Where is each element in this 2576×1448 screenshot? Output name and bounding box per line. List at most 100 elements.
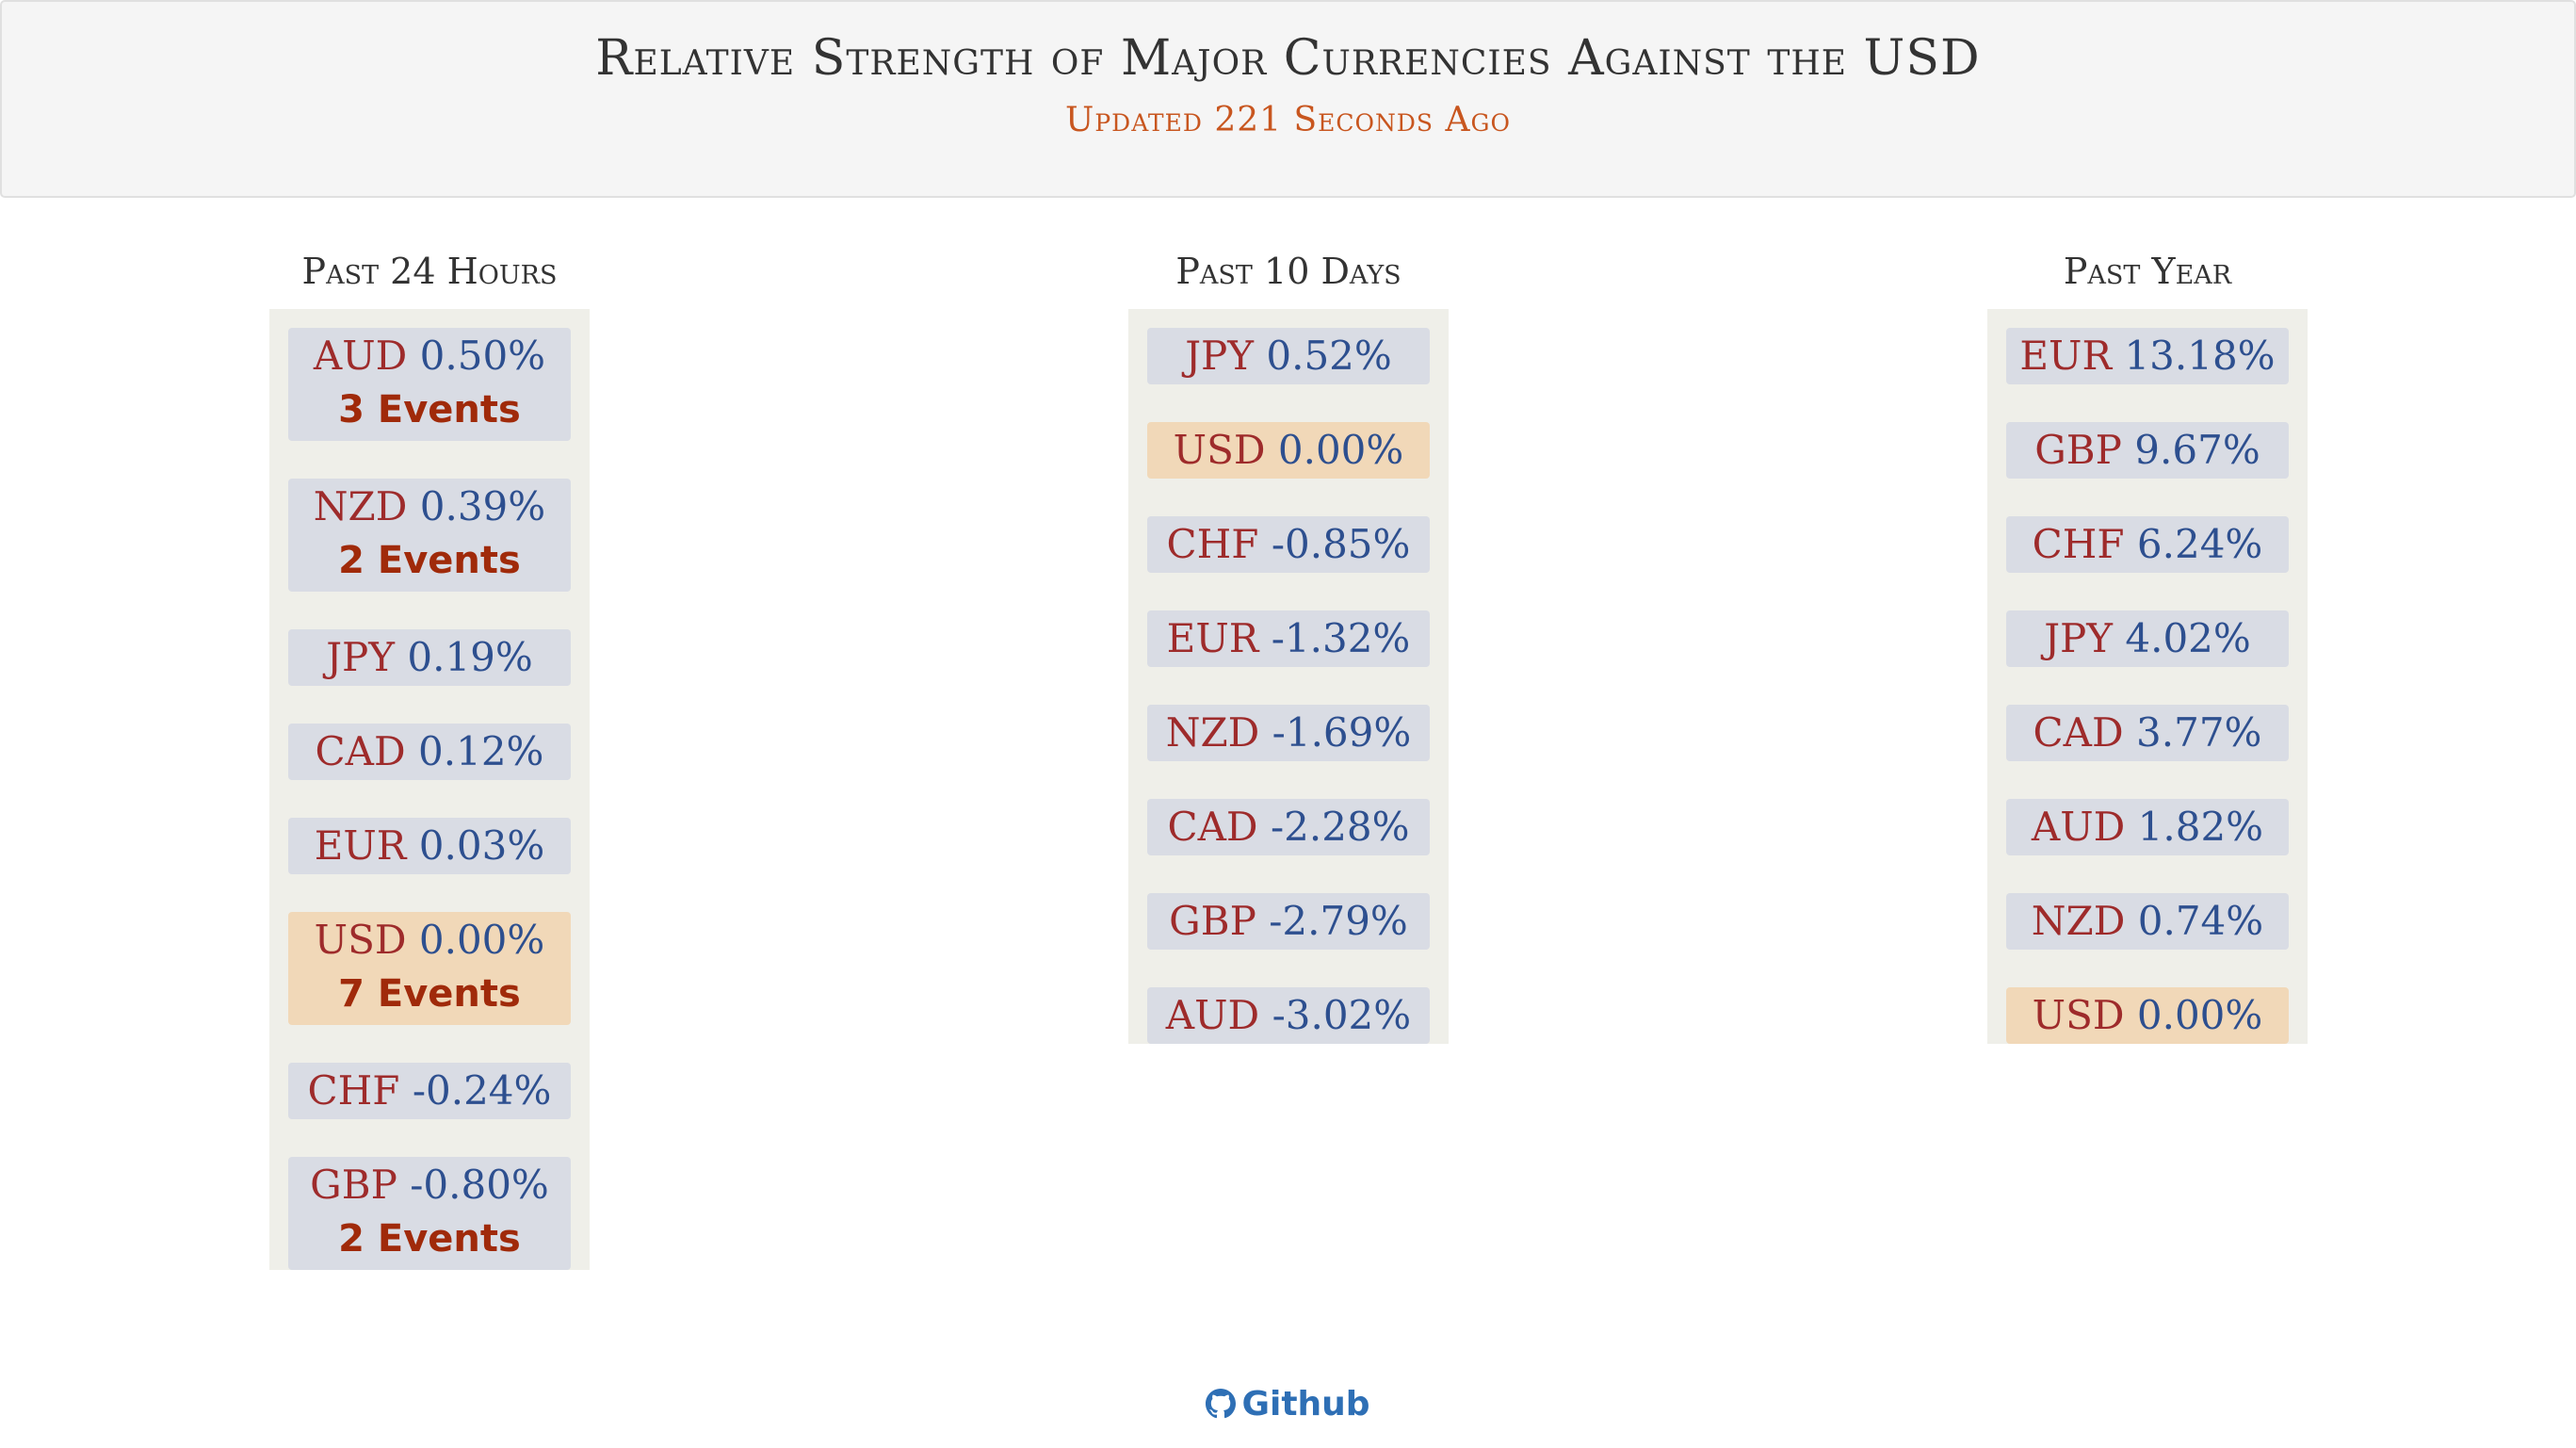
currency-code: USD: [1173, 427, 1266, 473]
update-status: Updated 221 Seconds Ago: [1065, 101, 1511, 139]
currency-item-gbp: GBP 9.67%: [2006, 422, 2289, 479]
currency-code: AUD: [2031, 804, 2126, 850]
currency-change: 0.52%: [1266, 333, 1392, 379]
currency-change: -2.28%: [1270, 804, 1410, 850]
events-count[interactable]: 2 Events: [338, 539, 521, 582]
currency-item-aud: AUD -3.02%: [1147, 987, 1430, 1044]
currency-list: EUR 13.18% GBP 9.67% CHF 6.24% JPY 4.02% CAD…: [1987, 309, 2308, 1044]
currency-code: NZD: [1165, 709, 1260, 756]
currency-item-eur: EUR 13.18%: [2006, 328, 2289, 384]
currency-line: EUR 0.03%: [288, 818, 571, 874]
currency-line: USD 0.00%: [2006, 987, 2289, 1044]
currency-line: CAD -2.28%: [1147, 799, 1430, 855]
currency-item-gbp: GBP -0.80% 2 Events: [288, 1157, 571, 1270]
github-icon: [1206, 1389, 1237, 1419]
currency-change: -2.79%: [1269, 898, 1408, 944]
currency-item-cad: CAD -2.28%: [1147, 799, 1430, 855]
currency-item-nzd: NZD 0.39% 2 Events: [288, 479, 571, 592]
events-count[interactable]: 2 Events: [338, 1217, 521, 1261]
currency-line: EUR 13.18%: [2006, 328, 2289, 384]
column-heading: Past Year: [2063, 251, 2232, 292]
github-link[interactable]: Github: [0, 1385, 2576, 1424]
currency-code: GBP: [1169, 898, 1256, 944]
currency-line: AUD 1.82%: [2006, 799, 2289, 855]
currency-item-cad: CAD 3.77%: [2006, 705, 2289, 761]
column-heading: Past 24 Hours: [301, 251, 558, 292]
github-link-label: Github: [1241, 1385, 1370, 1424]
page-header: Relative Strength of Major Currencies Ag…: [0, 0, 2576, 198]
currency-code: NZD: [2031, 898, 2126, 944]
currency-line: CHF -0.85%: [1147, 516, 1430, 573]
currency-line: CAD 3.77%: [2006, 705, 2289, 761]
currency-code: CAD: [315, 728, 406, 774]
currency-code: EUR: [2019, 333, 2113, 379]
column-past-24-hours: Past 24 Hours AUD 0.50% 3 Events NZD 0.39%…: [269, 243, 590, 1308]
currency-item-nzd: NZD -1.69%: [1147, 705, 1430, 761]
currency-code: EUR: [1166, 615, 1259, 661]
currency-change: 1.82%: [2137, 804, 2264, 850]
currency-line: CHF -0.24%: [288, 1063, 571, 1119]
currency-line: GBP -2.79%: [1147, 893, 1430, 950]
currency-line: CAD 0.12%: [288, 724, 571, 780]
currency-item-chf: CHF -0.85%: [1147, 516, 1430, 573]
events-count[interactable]: 3 Events: [338, 388, 521, 431]
currency-change: 4.02%: [2125, 615, 2251, 661]
currency-change: 6.24%: [2136, 521, 2263, 567]
column-heading: Past 10 Days: [1175, 251, 1401, 292]
currency-line: GBP 9.67%: [2006, 422, 2289, 479]
currency-line: JPY 0.52%: [1147, 328, 1430, 384]
currency-item-usd: USD 0.00%: [1147, 422, 1430, 479]
currency-change: -3.02%: [1272, 992, 1412, 1038]
currency-change: 0.00%: [1277, 427, 1404, 473]
currency-item-jpy: JPY 4.02%: [2006, 610, 2289, 667]
currency-item-cad: CAD 0.12%: [288, 724, 571, 780]
currency-code: NZD: [313, 483, 408, 529]
column-past-year: Past Year EUR 13.18% GBP 9.67% CHF 6.24% JP…: [1987, 243, 2308, 1082]
events-count[interactable]: 7 Events: [338, 972, 521, 1016]
currency-item-nzd: NZD 0.74%: [2006, 893, 2289, 950]
currency-code: AUD: [1165, 992, 1260, 1038]
currency-line: NZD 0.39%: [288, 479, 571, 535]
currency-item-jpy: JPY 0.19%: [288, 629, 571, 686]
page-title: Relative Strength of Major Currencies Ag…: [595, 30, 1981, 87]
currency-item-chf: CHF -0.24%: [288, 1063, 571, 1119]
currency-change: -0.80%: [410, 1162, 549, 1208]
currency-change: 0.03%: [418, 822, 545, 869]
currency-change: -0.85%: [1271, 521, 1411, 567]
currency-code: USD: [314, 917, 407, 963]
currency-change: 0.19%: [407, 634, 533, 680]
currency-code: USD: [2032, 992, 2125, 1038]
currency-line: USD 0.00%: [288, 912, 571, 968]
currency-item-eur: EUR 0.03%: [288, 818, 571, 874]
currency-change: 0.12%: [418, 728, 544, 774]
currency-list: AUD 0.50% 3 Events NZD 0.39% 2 Events JPY 0.…: [269, 309, 590, 1270]
currency-item-usd: USD 0.00% 7 Events: [288, 912, 571, 1025]
currency-line: NZD -1.69%: [1147, 705, 1430, 761]
currency-change: -1.32%: [1271, 615, 1411, 661]
currency-change: -1.69%: [1272, 709, 1412, 756]
currency-code: JPY: [2044, 615, 2114, 661]
currency-item-eur: EUR -1.32%: [1147, 610, 1430, 667]
currency-change: 13.18%: [2124, 333, 2276, 379]
currency-item-aud: AUD 0.50% 3 Events: [288, 328, 571, 441]
currency-line: AUD 0.50%: [288, 328, 571, 384]
currency-code: CHF: [2032, 521, 2125, 567]
currency-code: CHF: [307, 1067, 400, 1114]
currency-change: 0.00%: [2136, 992, 2263, 1038]
currency-line: JPY 4.02%: [2006, 610, 2289, 667]
currency-code: GBP: [310, 1162, 397, 1208]
currency-line: USD 0.00%: [1147, 422, 1430, 479]
currency-line: CHF 6.24%: [2006, 516, 2289, 573]
currency-line: NZD 0.74%: [2006, 893, 2289, 950]
currency-change: 0.00%: [418, 917, 545, 963]
currency-code: JPY: [1185, 333, 1255, 379]
currency-code: EUR: [314, 822, 407, 869]
currency-change: 3.77%: [2136, 709, 2262, 756]
currency-line: EUR -1.32%: [1147, 610, 1430, 667]
currency-line: GBP -0.80%: [288, 1157, 571, 1213]
currency-code: CAD: [2033, 709, 2124, 756]
column-past-10-days: Past 10 Days JPY 0.52% USD 0.00% CHF -0.85…: [1128, 243, 1449, 1082]
currency-code: GBP: [2034, 427, 2122, 473]
currency-change: 0.50%: [419, 333, 546, 379]
currency-line: AUD -3.02%: [1147, 987, 1430, 1044]
